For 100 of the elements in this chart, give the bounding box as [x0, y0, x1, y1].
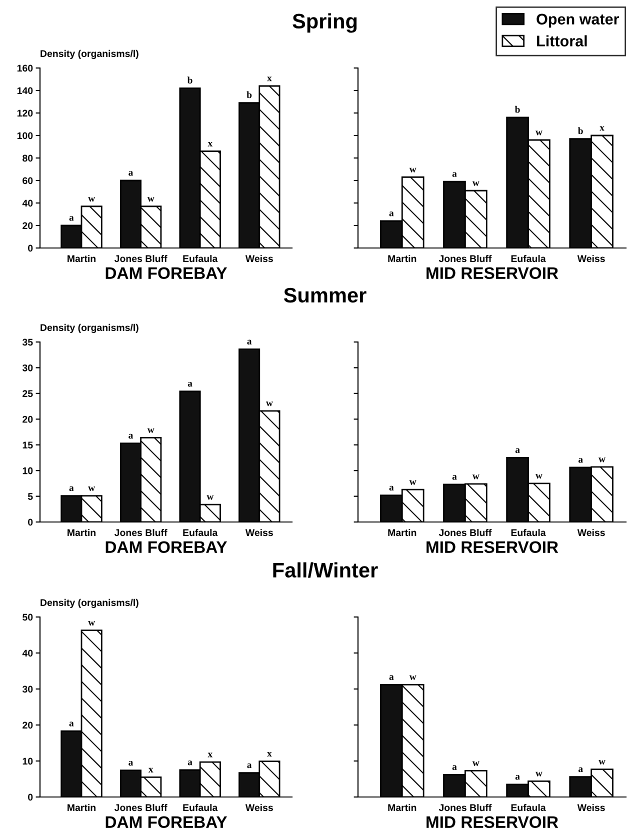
data-label: b [246, 91, 252, 98]
x-tick-label: Eufaula [183, 254, 218, 262]
x-tick-label: Weiss [245, 528, 273, 536]
data-label: a [452, 475, 457, 480]
y-tick-label: 40 [22, 200, 33, 207]
data-label: a [578, 767, 583, 772]
data-label: w [535, 474, 542, 479]
y-tick-label: 120 [17, 110, 33, 117]
data-label: x [600, 126, 604, 131]
x-tick-label: Weiss [577, 804, 605, 812]
x-tick-label: Weiss [577, 254, 605, 262]
y-tick-label: 80 [22, 154, 33, 162]
x-axis-title: DAM FOREBAY [106, 267, 228, 280]
data-label: a [188, 382, 192, 387]
data-label: w [535, 772, 542, 776]
data-label: a [69, 722, 74, 726]
y-tick-label: 10 [22, 467, 33, 474]
x-tick-label: Martin [68, 804, 96, 812]
data-label: w [88, 197, 96, 202]
data-label: a [578, 458, 583, 463]
y-tick-label: 0 [28, 244, 33, 252]
y-axis-title: Density (organisms/l) [40, 324, 138, 333]
x-tick-label: Martin [388, 804, 416, 812]
data-label: a [452, 172, 457, 177]
data-label: w [472, 181, 480, 186]
data-label: w [409, 168, 416, 172]
x-axis-title: DAM FOREBAY [106, 816, 228, 828]
x-tick-label: Weiss [245, 254, 273, 262]
data-label: x [208, 752, 213, 758]
data-label: a [128, 434, 134, 439]
data-label: x [267, 752, 272, 757]
x-tick-label: Jones Bluff [114, 528, 168, 536]
data-label: w [206, 495, 214, 500]
y-tick-label: 160 [17, 64, 33, 72]
x-tick-label: Weiss [245, 804, 273, 812]
y-tick-label: 20 [22, 222, 33, 230]
data-label: x [267, 76, 272, 82]
data-label: a [515, 774, 520, 780]
chart-title: Fall/Winter [273, 562, 378, 578]
chart-title: Spring [292, 13, 357, 33]
x-tick-label: Weiss [577, 528, 605, 536]
x-tick-label: Eufaula [511, 254, 546, 262]
x-axis-title: MID RESERVOIR [426, 267, 558, 280]
legend-label: Open water [536, 14, 620, 28]
x-axis-title: DAM FOREBAY [106, 541, 228, 554]
data-label: a [389, 486, 394, 491]
x-tick-label: Martin [68, 254, 96, 262]
chart-title: Summer [284, 288, 366, 303]
x-tick-label: Jones Bluff [114, 254, 168, 262]
data-label: b [187, 76, 192, 84]
data-label: b [514, 106, 520, 113]
y-tick-label: 30 [22, 686, 33, 693]
data-label: w [147, 197, 154, 202]
x-tick-label: Eufaula [511, 528, 546, 536]
data-label: w [472, 761, 480, 766]
data-label: w [88, 621, 96, 626]
data-label: w [535, 130, 542, 136]
y-tick-label: 50 [22, 614, 33, 621]
x-tick-label: Jones Bluff [438, 254, 492, 262]
y-tick-label: 20 [22, 416, 33, 423]
data-label: a [515, 448, 520, 453]
y-tick-label: 35 [22, 338, 33, 346]
y-tick-label: 0 [28, 794, 33, 801]
y-tick-label: 5 [28, 493, 33, 500]
data-label: a [128, 760, 134, 766]
data-label: w [88, 486, 96, 492]
data-label: a [452, 765, 457, 770]
data-label: a [247, 340, 252, 344]
y-tick-label: 60 [22, 177, 33, 184]
x-tick-label: Jones Bluff [114, 804, 168, 812]
y-axis-title: Density (organisms/l) [40, 50, 138, 59]
x-tick-label: Martin [388, 528, 416, 536]
data-label: b [578, 127, 583, 134]
y-tick-label: 140 [17, 87, 33, 94]
data-label: w [266, 402, 273, 406]
data-label: w [472, 474, 480, 480]
x-tick-label: Martin [388, 254, 416, 262]
x-tick-label: Eufaula [183, 528, 218, 536]
y-tick-label: 100 [17, 132, 33, 140]
x-tick-label: Jones Bluff [438, 528, 492, 536]
data-label: a [69, 216, 74, 221]
y-tick-label: 25 [22, 390, 33, 398]
data-label: w [409, 675, 416, 680]
y-tick-label: 10 [22, 758, 33, 765]
y-tick-label: 40 [22, 650, 33, 657]
x-tick-label: Jones Bluff [438, 804, 492, 812]
y-tick-label: 20 [22, 722, 33, 729]
y-tick-label: 15 [22, 442, 33, 448]
data-label: x [208, 142, 213, 146]
x-tick-label: Eufaula [183, 804, 218, 812]
data-label: a [389, 212, 394, 216]
data-label: x [148, 768, 154, 772]
data-label: a [128, 171, 134, 176]
y-tick-label: 0 [28, 518, 33, 526]
data-label: w [147, 428, 154, 433]
x-axis-title: MID RESERVOIR [426, 816, 558, 828]
x-tick-label: Eufaula [511, 804, 546, 812]
x-tick-label: Martin [68, 528, 96, 536]
y-axis-title: Density (organisms/l) [40, 598, 138, 608]
data-label: a [188, 760, 192, 766]
